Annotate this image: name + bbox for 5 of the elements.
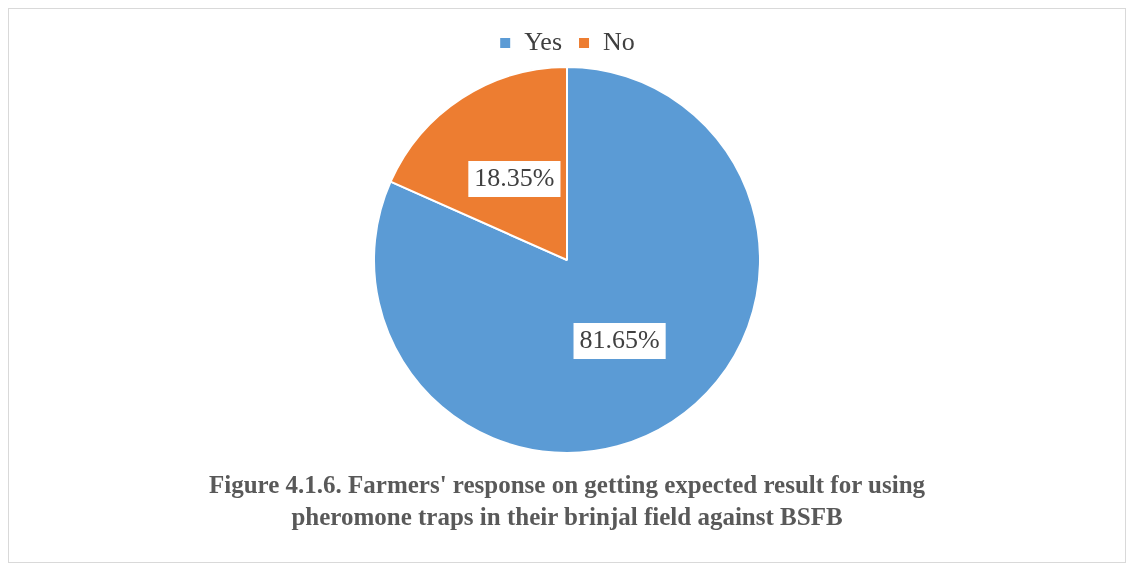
data-label: 81.65% bbox=[579, 324, 660, 354]
data-label: 18.35% bbox=[474, 162, 555, 192]
legend-label: Yes bbox=[524, 26, 563, 56]
text: Figure 4.1.6. Farmers' response on getting expected result for using pheromone traps in their brinjal field against BSFB bbox=[207, 470, 927, 532]
legend-label: No bbox=[603, 26, 635, 56]
